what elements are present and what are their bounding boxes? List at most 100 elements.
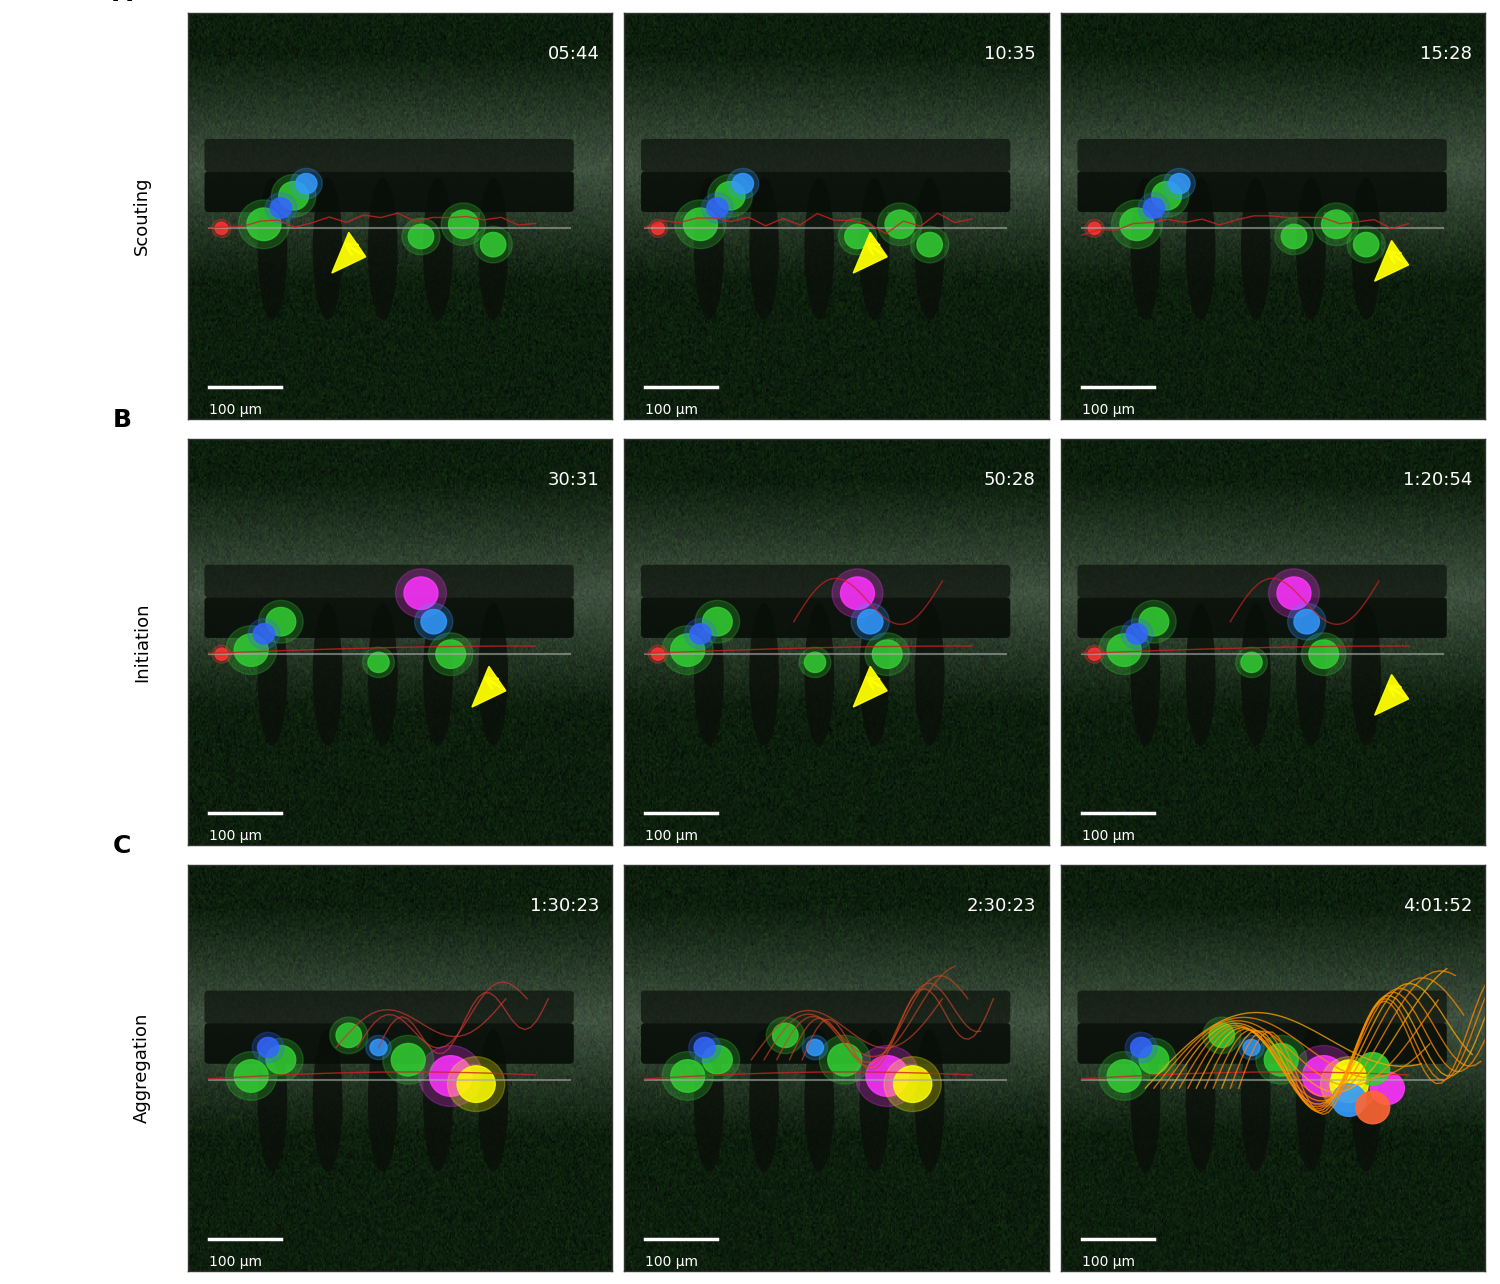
Text: 2:30:23: 2:30:23 — [966, 898, 1036, 915]
Circle shape — [833, 569, 884, 618]
Ellipse shape — [804, 1030, 834, 1171]
Circle shape — [254, 624, 274, 645]
Circle shape — [1126, 624, 1148, 645]
Circle shape — [404, 577, 438, 610]
Text: 100 μm: 100 μm — [1082, 403, 1134, 417]
Circle shape — [844, 225, 870, 249]
Circle shape — [648, 220, 668, 238]
Ellipse shape — [368, 177, 398, 320]
Text: 05:44: 05:44 — [548, 45, 600, 63]
Circle shape — [1314, 203, 1359, 245]
FancyBboxPatch shape — [204, 565, 574, 597]
Circle shape — [1281, 225, 1306, 249]
Circle shape — [272, 175, 316, 217]
Ellipse shape — [748, 177, 778, 320]
Circle shape — [370, 1040, 387, 1055]
Circle shape — [1203, 1017, 1240, 1054]
Circle shape — [458, 1066, 495, 1103]
Circle shape — [840, 577, 874, 610]
Circle shape — [916, 232, 942, 257]
Circle shape — [436, 639, 465, 669]
Ellipse shape — [859, 177, 889, 320]
Circle shape — [1332, 1084, 1366, 1116]
Ellipse shape — [748, 603, 778, 746]
Text: 4:01:52: 4:01:52 — [1402, 898, 1473, 915]
Circle shape — [865, 633, 909, 675]
Circle shape — [651, 648, 664, 660]
Circle shape — [1098, 625, 1149, 674]
Text: 1:20:54: 1:20:54 — [1402, 471, 1473, 489]
Circle shape — [211, 220, 231, 238]
Circle shape — [694, 1039, 740, 1081]
Circle shape — [702, 607, 732, 636]
Ellipse shape — [1131, 177, 1161, 320]
Circle shape — [1347, 226, 1384, 263]
Ellipse shape — [1352, 177, 1382, 320]
Circle shape — [807, 1040, 824, 1055]
Ellipse shape — [915, 1030, 945, 1171]
Circle shape — [266, 607, 296, 636]
Circle shape — [772, 1023, 798, 1048]
Circle shape — [1120, 208, 1154, 240]
Ellipse shape — [258, 1030, 288, 1171]
Circle shape — [1138, 607, 1168, 636]
Circle shape — [910, 226, 948, 263]
Circle shape — [865, 1055, 909, 1097]
Text: 100 μm: 100 μm — [645, 829, 698, 844]
Circle shape — [1356, 1053, 1389, 1085]
Circle shape — [363, 647, 394, 678]
Ellipse shape — [258, 177, 288, 320]
Circle shape — [802, 1035, 828, 1059]
Circle shape — [690, 624, 711, 645]
Ellipse shape — [694, 177, 724, 320]
Circle shape — [878, 203, 922, 245]
Circle shape — [1244, 1040, 1260, 1055]
Circle shape — [819, 1035, 870, 1084]
Circle shape — [214, 648, 228, 660]
Circle shape — [1084, 645, 1104, 664]
Circle shape — [1276, 577, 1311, 610]
Circle shape — [366, 1035, 392, 1059]
Polygon shape — [853, 666, 886, 707]
Ellipse shape — [859, 603, 889, 746]
Ellipse shape — [1240, 1030, 1270, 1171]
Circle shape — [1098, 1052, 1149, 1100]
Ellipse shape — [804, 603, 834, 746]
Ellipse shape — [1296, 177, 1326, 320]
Ellipse shape — [312, 1030, 342, 1171]
Circle shape — [225, 1052, 276, 1100]
Circle shape — [1356, 1091, 1389, 1124]
Circle shape — [1292, 1045, 1356, 1107]
FancyBboxPatch shape — [204, 1023, 574, 1063]
Circle shape — [392, 1044, 424, 1076]
Circle shape — [336, 1023, 362, 1048]
Circle shape — [1264, 1044, 1298, 1076]
Circle shape — [1120, 619, 1154, 650]
FancyBboxPatch shape — [1077, 139, 1448, 172]
Circle shape — [1322, 211, 1352, 239]
Circle shape — [234, 1059, 268, 1093]
Ellipse shape — [1185, 603, 1215, 746]
Circle shape — [1330, 1066, 1368, 1103]
Text: 100 μm: 100 μm — [209, 1254, 261, 1269]
Text: 100 μm: 100 μm — [209, 829, 261, 844]
Circle shape — [296, 173, 316, 194]
FancyBboxPatch shape — [640, 1023, 1011, 1063]
Circle shape — [1275, 218, 1312, 254]
Ellipse shape — [423, 603, 453, 746]
Circle shape — [1294, 610, 1320, 634]
Ellipse shape — [694, 1030, 724, 1171]
Ellipse shape — [1296, 603, 1326, 746]
Ellipse shape — [1185, 1030, 1215, 1171]
Circle shape — [291, 168, 322, 199]
Circle shape — [694, 601, 740, 643]
Circle shape — [1112, 200, 1162, 249]
Text: 15:28: 15:28 — [1420, 45, 1473, 63]
Circle shape — [1332, 1061, 1366, 1093]
Ellipse shape — [423, 177, 453, 320]
Circle shape — [1236, 647, 1268, 678]
Circle shape — [448, 211, 478, 239]
Circle shape — [441, 203, 486, 245]
Ellipse shape — [478, 603, 508, 746]
Ellipse shape — [859, 1030, 889, 1171]
